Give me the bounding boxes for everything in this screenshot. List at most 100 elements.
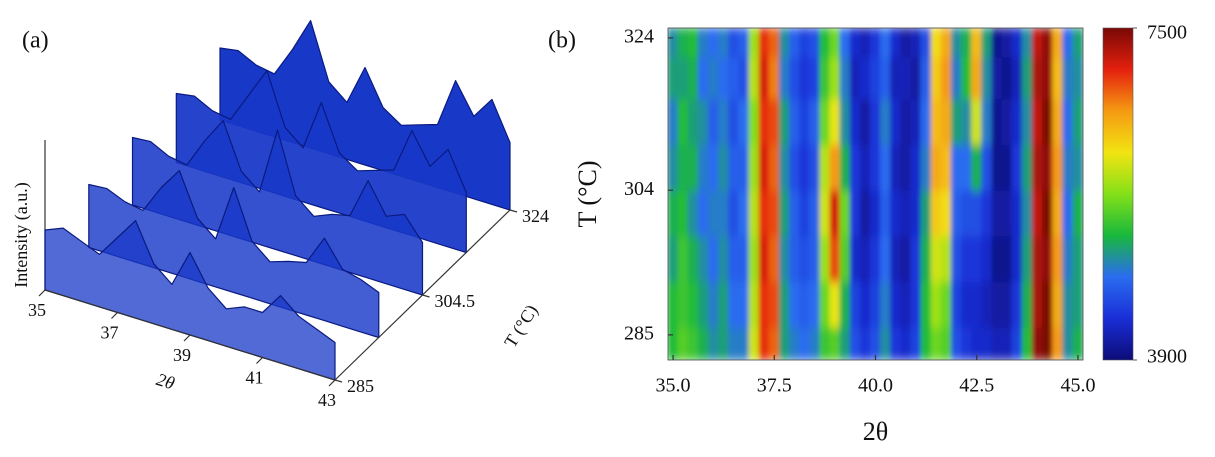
heatmap-cell — [819, 235, 831, 283]
heatmap-cell — [768, 28, 780, 58]
heatmap-cell — [1062, 56, 1074, 100]
heatmap-cell — [950, 281, 963, 328]
heatmap-cell — [839, 281, 851, 328]
heatmap-cell — [768, 56, 780, 100]
heatmap-cell — [971, 98, 983, 146]
heatmap-cell — [728, 56, 740, 100]
heatmap-cell — [859, 28, 871, 58]
heatmap-cell — [890, 144, 902, 191]
heatmap-cell — [758, 28, 770, 58]
heatmap-cell — [668, 235, 679, 283]
heatmap-cell — [930, 56, 942, 100]
heatmap-cell — [1001, 281, 1013, 328]
heatmap-cell — [991, 28, 1003, 58]
heatmap-cell — [677, 56, 689, 100]
heatmap-cell — [819, 98, 831, 146]
heatmap-cell — [981, 326, 993, 360]
heatmap-cell — [1021, 189, 1033, 237]
heatmap-cell — [880, 56, 892, 100]
heatmap-cell — [1031, 56, 1044, 100]
heatmap-cell — [1031, 235, 1044, 283]
heatmap-cell — [799, 144, 811, 191]
heatmap-cell — [1021, 235, 1033, 283]
heatmap-cell — [910, 56, 922, 100]
heatmap-cell — [961, 56, 973, 100]
y-tick — [334, 379, 343, 383]
heatmap-cell — [961, 144, 973, 191]
heatmap-cell — [869, 56, 882, 100]
heatmap-cell — [880, 144, 892, 191]
heatmap-cell — [1062, 98, 1074, 146]
heatmap-cell — [981, 56, 993, 100]
heatmap-cell — [991, 144, 1003, 191]
heatmap-cell — [1052, 326, 1064, 360]
heatmap-cell — [819, 28, 831, 58]
x-tick — [111, 312, 118, 319]
heatmap-cell — [849, 326, 861, 360]
heatmap-cell — [1001, 56, 1013, 100]
heatmap-cell — [910, 326, 922, 360]
heatmap-cell — [950, 144, 963, 191]
x-tick-label: 40.0 — [858, 375, 893, 397]
colorbar-tick-label: 7500 — [1147, 22, 1187, 44]
heatmap-cell — [900, 189, 912, 237]
heatmap-cell — [829, 144, 841, 191]
heatmap-cell — [799, 326, 811, 360]
heatmap-cell — [971, 28, 983, 58]
heatmap-cell — [788, 235, 801, 283]
heatmap-cell — [849, 56, 861, 100]
heatmap-cell — [890, 189, 902, 237]
heatmap-cell — [758, 144, 770, 191]
y-tick-label: 304 — [624, 178, 654, 200]
heatmap-cell — [971, 189, 983, 237]
heatmap-cell — [1001, 144, 1013, 191]
heatmap-cell — [748, 189, 760, 237]
heatmap-cell — [991, 326, 1003, 360]
heatmap-cell — [718, 235, 730, 283]
heatmap-cell — [728, 189, 740, 237]
heatmap-cell — [687, 326, 699, 360]
heatmap-cell — [940, 56, 952, 100]
heatmap-cell — [981, 28, 993, 58]
x-tick-label: 39 — [173, 345, 191, 365]
heatmap-cell — [748, 28, 760, 58]
heatmap-cell — [880, 98, 892, 146]
heatmap-cell — [1031, 98, 1044, 146]
heatmap-cell — [961, 98, 973, 146]
heatmap-cell — [707, 56, 720, 100]
heatmap-cell — [890, 281, 902, 328]
heatmap-cell — [1042, 28, 1054, 58]
heatmap-cell — [940, 326, 952, 360]
heatmap-cell — [738, 281, 750, 328]
heatmap-cell — [707, 28, 720, 58]
heatmap-cell — [1062, 28, 1074, 58]
heatmap-cell — [677, 28, 689, 58]
heatmap-cell — [778, 189, 790, 237]
heatmap — [668, 28, 1083, 360]
heatmap-cell — [1072, 281, 1083, 328]
heatmap-cell — [778, 281, 790, 328]
heatmap-cell — [1001, 28, 1013, 58]
panel-label: (a) — [22, 28, 49, 54]
heatmap-cell — [930, 98, 942, 146]
heatmap-cell — [991, 189, 1003, 237]
heatmap-cell — [1021, 144, 1033, 191]
heatmap-cell — [1011, 235, 1023, 283]
y-tick — [422, 294, 430, 298]
heatmap-cell — [758, 235, 770, 283]
heatmap-cell — [971, 235, 983, 283]
heatmap-cell — [910, 281, 922, 328]
heatmap-cell — [687, 28, 699, 58]
heatmap-cell — [981, 98, 993, 146]
heatmap-cell — [799, 281, 811, 328]
x-tick-label: 42.5 — [959, 375, 994, 397]
heatmap-cell — [819, 56, 831, 100]
heatmap-cell — [910, 98, 922, 146]
heatmap-cell — [788, 144, 801, 191]
heatmap-cell — [697, 235, 709, 283]
heatmap-cell — [1001, 235, 1013, 283]
heatmap-cell — [961, 189, 973, 237]
heatmap-cell — [1052, 28, 1064, 58]
heatmap-cell — [971, 326, 983, 360]
heatmap-cell — [900, 28, 912, 58]
